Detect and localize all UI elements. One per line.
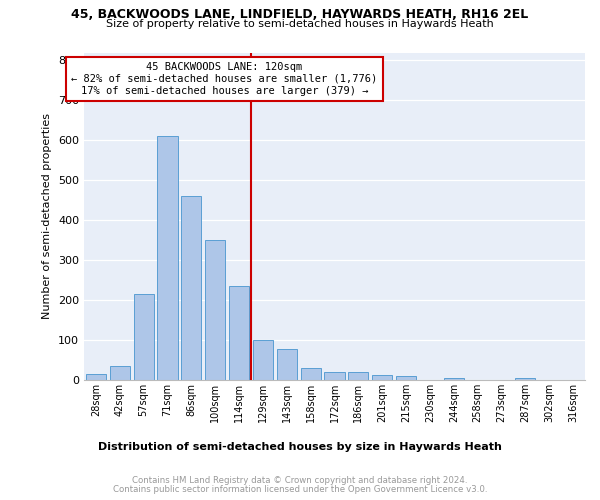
Bar: [277, 349, 297, 380]
Bar: [301, 368, 321, 380]
Bar: [205, 240, 226, 380]
Bar: [110, 366, 130, 380]
Bar: [515, 378, 535, 380]
Text: 45 BACKWOODS LANE: 120sqm
← 82% of semi-detached houses are smaller (1,776)
17% : 45 BACKWOODS LANE: 120sqm ← 82% of semi-…: [71, 62, 377, 96]
Y-axis label: Number of semi-detached properties: Number of semi-detached properties: [43, 114, 52, 320]
Bar: [372, 375, 392, 380]
Bar: [86, 374, 106, 380]
Text: Size of property relative to semi-detached houses in Haywards Heath: Size of property relative to semi-detach…: [106, 19, 494, 29]
Bar: [181, 196, 202, 380]
Bar: [253, 340, 273, 380]
Bar: [396, 376, 416, 380]
Text: Distribution of semi-detached houses by size in Haywards Heath: Distribution of semi-detached houses by …: [98, 442, 502, 452]
Text: Contains HM Land Registry data © Crown copyright and database right 2024.: Contains HM Land Registry data © Crown c…: [132, 476, 468, 485]
Bar: [229, 286, 249, 380]
Text: Contains public sector information licensed under the Open Government Licence v3: Contains public sector information licen…: [113, 485, 487, 494]
Bar: [443, 378, 464, 380]
Bar: [348, 372, 368, 380]
Bar: [157, 136, 178, 380]
Text: 45, BACKWOODS LANE, LINDFIELD, HAYWARDS HEATH, RH16 2EL: 45, BACKWOODS LANE, LINDFIELD, HAYWARDS …: [71, 8, 529, 21]
Bar: [325, 372, 344, 380]
Bar: [134, 294, 154, 380]
